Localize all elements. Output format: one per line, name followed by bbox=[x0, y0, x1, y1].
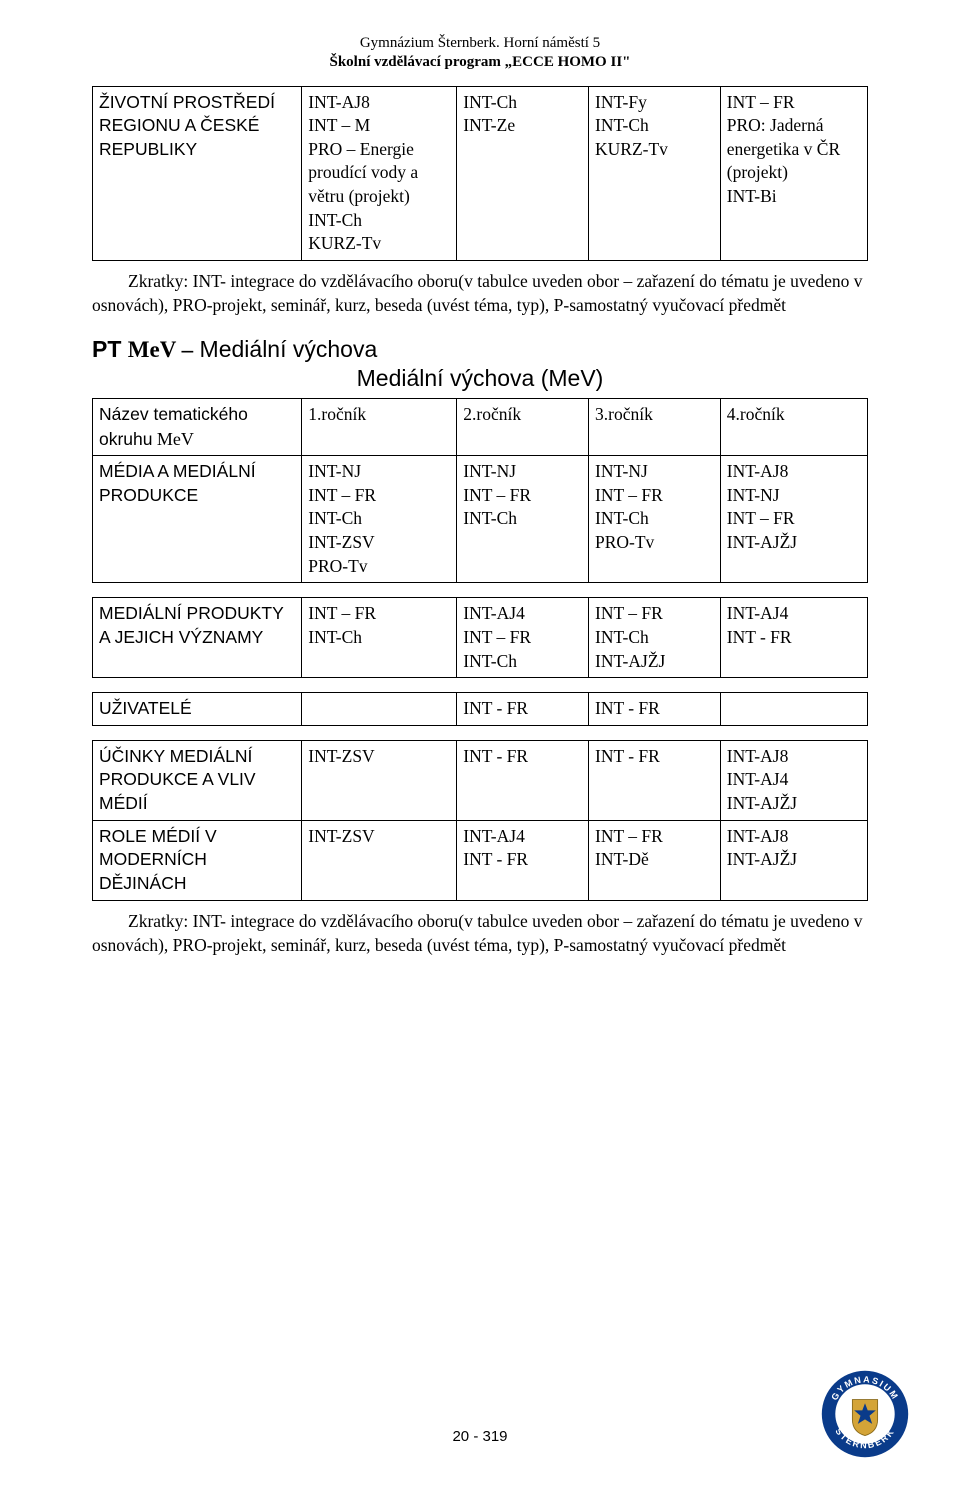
mev-label: MeV – bbox=[128, 337, 193, 362]
cell: INT - FR bbox=[589, 693, 721, 726]
cell: INT-Ch INT-Ze bbox=[457, 86, 589, 260]
table-row: ROLE MÉDIÍ V MODERNÍCH DĚJINÁCH INT-ZSV … bbox=[93, 820, 868, 900]
users-table: UŽIVATELÉ INT - FR INT - FR bbox=[92, 692, 868, 726]
cell: INT – FR INT-Ch bbox=[302, 598, 457, 678]
cell: INT-NJ INT – FR INT-Ch bbox=[457, 456, 589, 583]
section-subtitle: Mediální výchova (MeV) bbox=[92, 365, 868, 392]
media-effects-table: ÚČINKY MEDIÁLNÍ PRODUKCE A VLIV MÉDIÍ IN… bbox=[92, 740, 868, 901]
abbreviations-note-2: Zkratky: INT- integrace do vzdělávacího … bbox=[92, 909, 868, 958]
cell: INT - FR bbox=[457, 693, 589, 726]
topic-name-cell: ROLE MÉDIÍ V MODERNÍCH DĚJINÁCH bbox=[93, 820, 302, 900]
table-row: ŽIVOTNÍ PROSTŘEDÍ REGIONU A ČESKÉ REPUBL… bbox=[93, 86, 868, 260]
pt-label: PT bbox=[92, 336, 121, 362]
table-row: MEDIÁLNÍ PRODUKTY A JEJICH VÝZNAMY INT –… bbox=[93, 598, 868, 678]
cell: INT-AJ4 INT – FR INT-Ch bbox=[457, 598, 589, 678]
cell: INT-AJ8 INT – M PRO – Energie proudící v… bbox=[302, 86, 457, 260]
cell: INT – FR INT-Dě bbox=[589, 820, 721, 900]
cell: INT-AJ4 INT - FR bbox=[457, 820, 589, 900]
header-line-1: Gymnázium Šternberk. Horní náměstí 5 bbox=[92, 34, 868, 53]
cell: INT-AJ8 INT-AJ4 INT-AJŽJ bbox=[720, 740, 867, 820]
header-cell: 3.ročník bbox=[589, 398, 721, 455]
media-products-table: MEDIÁLNÍ PRODUKTY A JEJICH VÝZNAMY INT –… bbox=[92, 597, 868, 678]
header-cell: 1.ročník bbox=[302, 398, 457, 455]
cell bbox=[302, 693, 457, 726]
media-topics-table: Název tematického okruhu MeV 1.ročník 2.… bbox=[92, 398, 868, 583]
page-number: 20 - 319 bbox=[0, 1428, 960, 1445]
topic-name-cell: ÚČINKY MEDIÁLNÍ PRODUKCE A VLIV MÉDIÍ bbox=[93, 740, 302, 820]
table-row: ÚČINKY MEDIÁLNÍ PRODUKCE A VLIV MÉDIÍ IN… bbox=[93, 740, 868, 820]
cell: INT-AJ8 INT-AJŽJ bbox=[720, 820, 867, 900]
cell: INT – FR PRO: Jaderná energetika v ČR (p… bbox=[720, 86, 867, 260]
cell: INT - FR bbox=[589, 740, 721, 820]
table-row: UŽIVATELÉ INT - FR INT - FR bbox=[93, 693, 868, 726]
cell: INT-NJ INT – FR INT-Ch INT-ZSV PRO-Tv bbox=[302, 456, 457, 583]
cell: INT - FR bbox=[457, 740, 589, 820]
school-logo-icon: GYMNASIUM ŠTERNBERK bbox=[820, 1369, 910, 1459]
table-row: MÉDIA A MEDIÁLNÍ PRODUKCE INT-NJ INT – F… bbox=[93, 456, 868, 583]
header-cell: Název tematického okruhu MeV bbox=[93, 398, 302, 455]
topic-name-cell: MEDIÁLNÍ PRODUKTY A JEJICH VÝZNAMY bbox=[93, 598, 302, 678]
header-line-2: Školní vzdělávací program „ECCE HOMO II" bbox=[92, 53, 868, 72]
abbreviations-note: Zkratky: INT- integrace do vzdělávacího … bbox=[92, 269, 868, 318]
cell: INT-AJ8 INT-NJ INT – FR INT-AJŽJ bbox=[720, 456, 867, 583]
cell: INT-Fy INT-Ch KURZ-Tv bbox=[589, 86, 721, 260]
cell: INT – FR INT-Ch INT-AJŽJ bbox=[589, 598, 721, 678]
section-heading: PT MeV – Mediální výchova bbox=[92, 336, 868, 363]
topic-name-cell: MÉDIA A MEDIÁLNÍ PRODUKCE bbox=[93, 456, 302, 583]
topic-name-cell: ŽIVOTNÍ PROSTŘEDÍ REGIONU A ČESKÉ REPUBL… bbox=[93, 86, 302, 260]
section-title-text: Mediální výchova bbox=[200, 336, 378, 362]
page-header: Gymnázium Šternberk. Horní náměstí 5 Ško… bbox=[92, 34, 868, 72]
cell: INT-AJ4 INT - FR bbox=[720, 598, 867, 678]
topic-table-environment: ŽIVOTNÍ PROSTŘEDÍ REGIONU A ČESKÉ REPUBL… bbox=[92, 86, 868, 261]
header-cell: 4.ročník bbox=[720, 398, 867, 455]
topic-name-cell: UŽIVATELÉ bbox=[93, 693, 302, 726]
header-suffix: MeV bbox=[157, 429, 194, 449]
cell bbox=[720, 693, 867, 726]
table-header-row: Název tematického okruhu MeV 1.ročník 2.… bbox=[93, 398, 868, 455]
cell: INT-ZSV bbox=[302, 740, 457, 820]
cell: INT-ZSV bbox=[302, 820, 457, 900]
header-cell: 2.ročník bbox=[457, 398, 589, 455]
cell: INT-NJ INT – FR INT-Ch PRO-Tv bbox=[589, 456, 721, 583]
